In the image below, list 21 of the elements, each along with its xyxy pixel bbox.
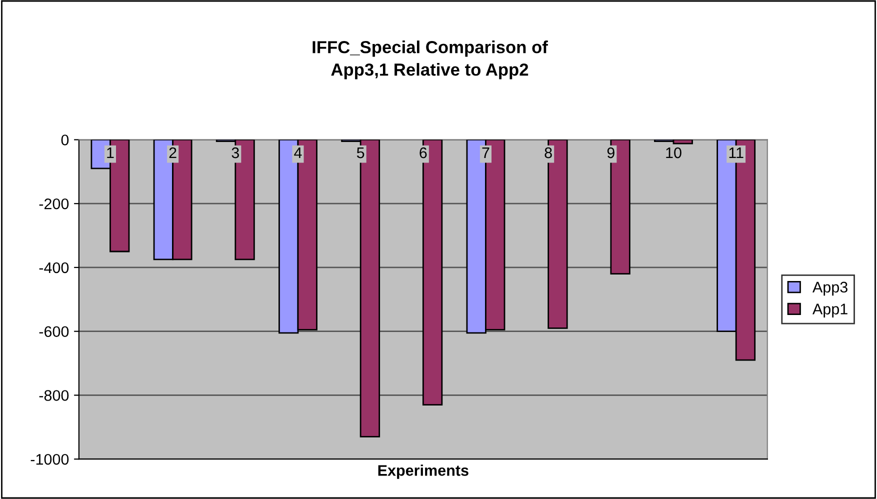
y-tick-label: -400	[39, 262, 69, 274]
x-axis-title: Experiments	[378, 464, 468, 479]
x-tick-label: 7	[482, 148, 490, 158]
y-tick-label: -600	[39, 326, 69, 338]
x-tick-label: 11	[729, 148, 744, 158]
y-tick-label: -800	[39, 390, 69, 401]
x-tick-label: 4	[294, 148, 302, 158]
legend-label: App3	[812, 282, 848, 296]
y-tick-label: -1000	[30, 454, 69, 465]
y-tick-label: -200	[39, 198, 69, 210]
x-tick-label: 2	[169, 147, 176, 158]
chart-title: IFFC_Special Comparison of App3,1 Relative to App2	[312, 40, 548, 80]
legend-label: App1	[812, 304, 848, 318]
x-tick-label: 1	[107, 148, 114, 158]
x-tick-label: 6	[420, 147, 427, 158]
x-tick-label: 9	[607, 147, 614, 158]
x-tick-label: 8	[544, 147, 552, 158]
x-tick-label: 5	[356, 148, 364, 158]
x-tick-label: 10	[666, 147, 682, 158]
x-tick-label: 3	[232, 147, 239, 158]
y-tick-label: 0	[61, 134, 69, 146]
